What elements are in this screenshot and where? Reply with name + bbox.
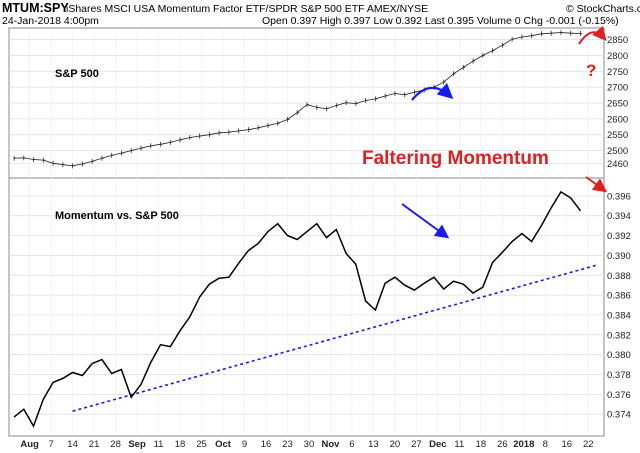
bottom-y-tick-label: 0.384 bbox=[607, 310, 631, 321]
x-tick-label: 16 bbox=[562, 439, 573, 450]
x-tick-label: Sep bbox=[128, 439, 146, 450]
x-tick-label: 18 bbox=[175, 439, 186, 450]
headline-annotation: Faltering Momentum bbox=[362, 148, 549, 169]
bottom-grid bbox=[9, 195, 604, 415]
top-y-tick-label: 2750 bbox=[607, 67, 628, 78]
symbol-label: MTUM:SPY bbox=[2, 1, 69, 15]
x-tick-label: Nov bbox=[321, 439, 340, 450]
bottom-y-tick-label: 0.390 bbox=[607, 251, 631, 262]
spx-series-line bbox=[13, 32, 581, 167]
x-tick-label: 8 bbox=[543, 439, 548, 450]
x-tick-label: 16 bbox=[261, 439, 272, 450]
x-tick-label: Oct bbox=[215, 439, 232, 450]
credit-label: © StockCharts.com bbox=[566, 3, 640, 15]
x-tick-label: 26 bbox=[497, 439, 508, 450]
red-curve-arrow bbox=[578, 25, 607, 45]
ratio-series-line bbox=[13, 190, 582, 428]
top-y-tick-labels: 2460 2500 2550 2600 2650 2700 2750 2800 2850 bbox=[607, 35, 628, 170]
bottom-panel-frame bbox=[8, 177, 605, 437]
top-y-tick-label: 2600 bbox=[607, 114, 628, 125]
x-tick-label: 28 bbox=[110, 439, 121, 450]
x-tick-label: 25 bbox=[196, 439, 207, 450]
bottom-y-tick-label: 0.386 bbox=[607, 291, 631, 302]
x-tick-label: 13 bbox=[368, 439, 379, 450]
blue-curve-arrow bbox=[411, 82, 454, 101]
x-tick-label: 2018 bbox=[513, 439, 534, 450]
x-tick-label: Aug bbox=[20, 439, 39, 450]
x-tick-label: 22 bbox=[583, 439, 594, 450]
top-panel-label: S&P 500 bbox=[55, 68, 99, 80]
quote-label: Open 0.397 High 0.397 Low 0.392 Last 0.3… bbox=[262, 15, 619, 27]
x-tick-label: Dec bbox=[429, 439, 446, 450]
x-tick-label: 20 bbox=[390, 439, 401, 450]
description-label: iShares MSCI USA Momentum Factor ETF/SPD… bbox=[66, 3, 428, 15]
top-y-tick-label: 2500 bbox=[607, 146, 628, 157]
question-annotation: ? bbox=[586, 61, 596, 80]
x-tick-label: 23 bbox=[282, 439, 293, 450]
x-tick-label: 27 bbox=[411, 439, 422, 450]
x-tick-label: 11 bbox=[454, 439, 464, 450]
x-tick-label: 7 bbox=[48, 439, 53, 450]
x-tick-label: 14 bbox=[67, 439, 78, 450]
top-y-tick-label: 2700 bbox=[607, 83, 628, 94]
bottom-y-tick-label: 0.394 bbox=[607, 211, 631, 222]
x-tick-label: 11 bbox=[154, 439, 164, 450]
bottom-y-tick-label: 0.380 bbox=[607, 350, 631, 361]
top-y-tick-label: 2460 bbox=[607, 159, 628, 170]
bottom-y-tick-label: 0.376 bbox=[607, 390, 631, 401]
bottom-y-tick-label: 0.388 bbox=[607, 271, 631, 282]
blue-down-arrow bbox=[401, 203, 450, 239]
date-label: 24-Jan-2018 4:00pm bbox=[2, 15, 99, 27]
bottom-y-tick-label: 0.392 bbox=[607, 231, 631, 242]
x-tick-label: 6 bbox=[349, 439, 354, 450]
top-y-tick-label: 2550 bbox=[607, 130, 628, 141]
red-down-arrow bbox=[585, 176, 608, 193]
bottom-y-tick-label: 0.374 bbox=[607, 410, 631, 421]
x-tick-label: 9 bbox=[242, 439, 247, 450]
bottom-y-tick-labels: 0.374 0.376 0.378 0.380 0.382 0.384 0.386 0.388… bbox=[607, 191, 631, 420]
top-y-tick-label: 2650 bbox=[607, 99, 628, 110]
bottom-panel-label: Momentum vs. S&P 500 bbox=[55, 210, 179, 222]
x-tick-label: 30 bbox=[304, 439, 315, 450]
top-grid bbox=[9, 39, 604, 164]
trendline bbox=[72, 264, 597, 412]
x-tick-label: 18 bbox=[476, 439, 487, 450]
top-y-tick-label: 2800 bbox=[607, 51, 628, 62]
x-tick-labels: Aug 7 14 21 28 Sep 11 18 25 Oct 9 16 23 30 Nov 6 13 20 27 D… bbox=[20, 30, 594, 450]
top-y-tick-label: 2850 bbox=[607, 35, 628, 46]
bottom-y-tick-label: 0.396 bbox=[607, 191, 631, 202]
bottom-y-tick-label: 0.382 bbox=[607, 330, 631, 341]
x-tick-label: 21 bbox=[89, 439, 100, 450]
bottom-y-tick-label: 0.378 bbox=[607, 370, 631, 381]
